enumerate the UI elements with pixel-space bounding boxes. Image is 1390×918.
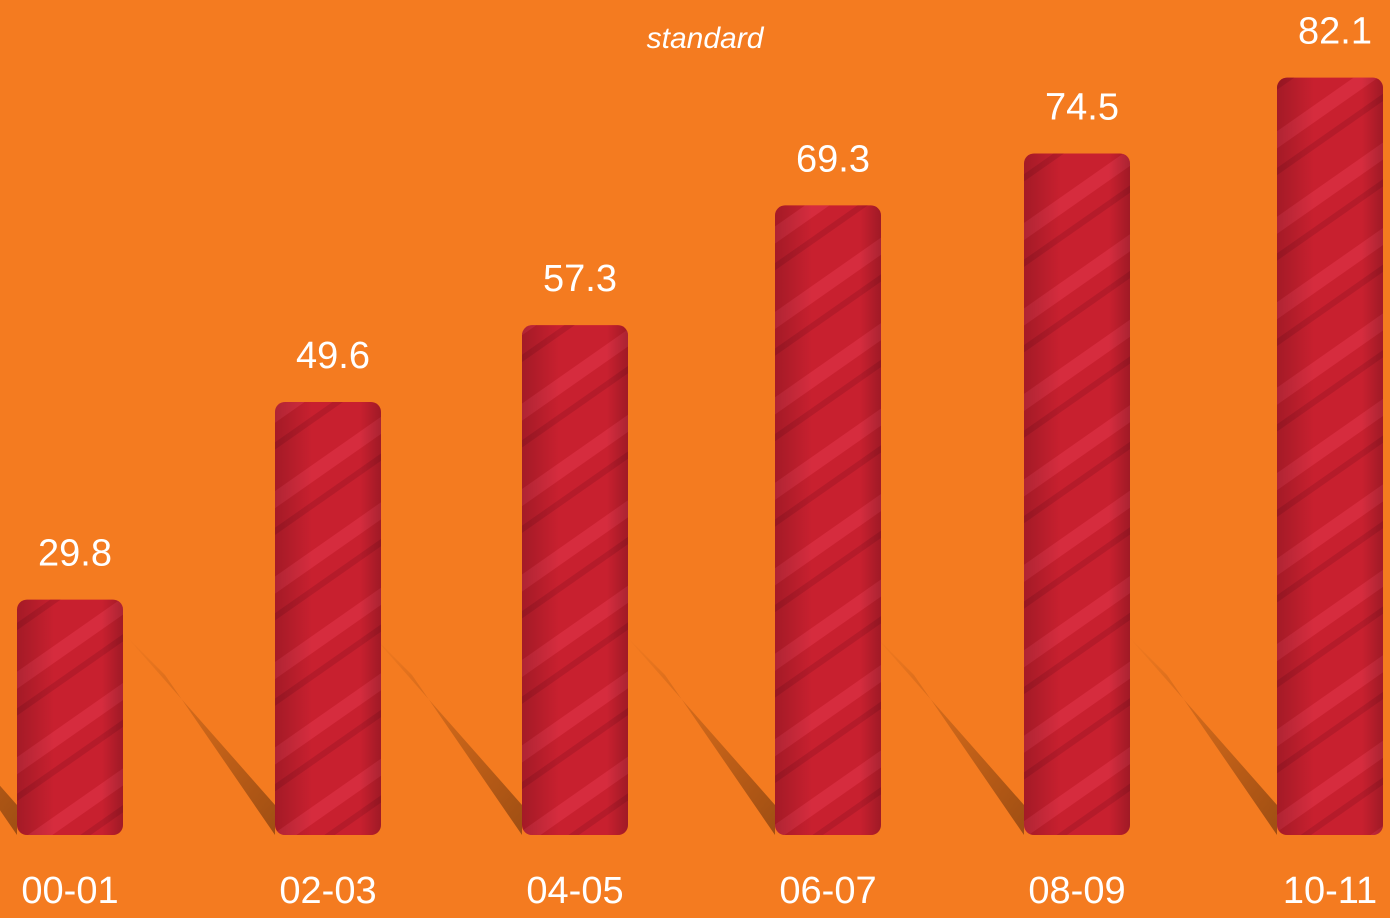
bar-shade [522,325,628,835]
x-tick-label: 06-07 [779,870,876,912]
value-label: 69.3 [796,138,870,180]
x-tick-label: 04-05 [526,870,623,912]
value-label: 74.5 [1045,87,1119,129]
bar-shadow [125,635,275,835]
value-label: 82.1 [1298,11,1372,53]
value-label: 49.6 [296,335,370,377]
bar-shadow [625,635,775,835]
value-label: 29.8 [38,533,112,575]
bar-shade [17,599,123,835]
bar-shadow [0,785,17,835]
bar-shadow [874,635,1024,835]
value-label: 57.3 [543,258,617,300]
x-tick-label: 02-03 [279,870,376,912]
x-tick-label: 08-09 [1028,870,1125,912]
bar-shade [1277,77,1383,836]
bar-shadow [372,635,522,835]
x-tick-label: 10-11 [1283,870,1377,912]
bar-shadow [1127,635,1277,835]
bar-shade [1024,153,1130,836]
bar-shade [275,401,381,835]
chart-subtitle: standard [647,22,765,55]
bar-shade [775,205,881,836]
x-tick-label: 00-01 [21,870,118,912]
